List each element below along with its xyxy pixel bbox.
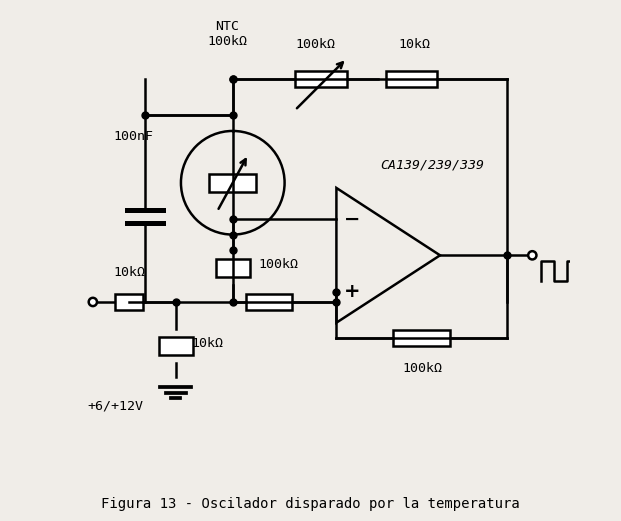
Text: NTC
100kΩ: NTC 100kΩ xyxy=(207,20,248,48)
Text: CA139/239/339: CA139/239/339 xyxy=(381,158,484,171)
Text: 100nF: 100nF xyxy=(114,130,153,143)
Text: 10kΩ: 10kΩ xyxy=(398,38,430,51)
Text: 10kΩ: 10kΩ xyxy=(191,337,224,350)
Text: Figura 13 - Oscilador disparado por la temperatura: Figura 13 - Oscilador disparado por la t… xyxy=(101,497,520,511)
Text: +: + xyxy=(344,282,361,301)
Circle shape xyxy=(528,251,537,259)
Bar xyxy=(246,294,292,309)
Bar xyxy=(295,71,347,87)
Bar xyxy=(394,330,450,346)
Text: 100kΩ: 100kΩ xyxy=(296,38,336,51)
Text: +6/+12V: +6/+12V xyxy=(88,399,143,412)
Text: −: − xyxy=(344,209,361,229)
Bar xyxy=(216,259,250,277)
Bar xyxy=(209,173,256,192)
Bar xyxy=(386,71,437,87)
Bar xyxy=(159,337,193,355)
Text: 100kΩ: 100kΩ xyxy=(259,258,299,271)
Circle shape xyxy=(89,298,97,306)
Text: 100kΩ: 100kΩ xyxy=(402,362,442,375)
Text: 10kΩ: 10kΩ xyxy=(113,266,145,279)
Bar xyxy=(115,294,143,309)
